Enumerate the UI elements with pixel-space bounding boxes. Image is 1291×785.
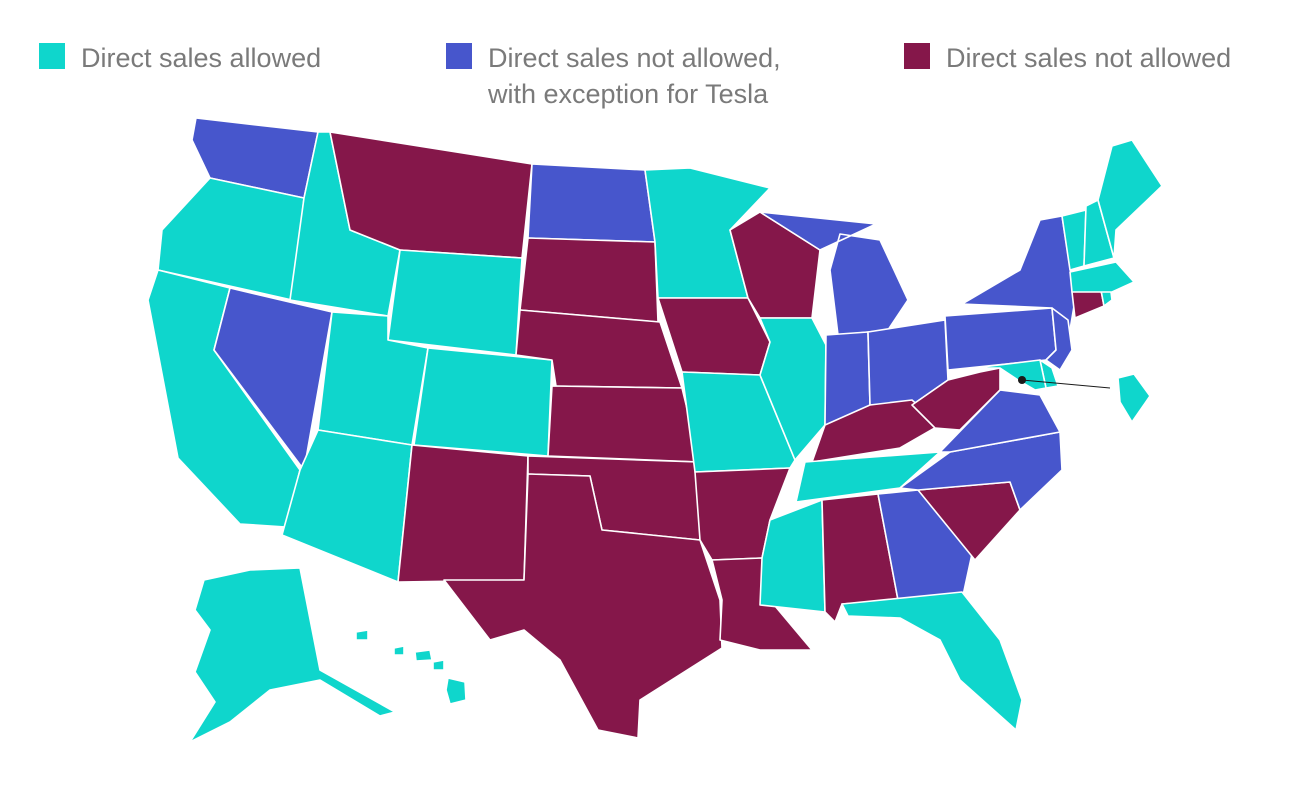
legend-item-not-allowed: Direct sales not allowed bbox=[904, 40, 1231, 76]
dc-callout-dot bbox=[1018, 376, 1026, 384]
state-ak bbox=[189, 567, 396, 743]
state-tx bbox=[443, 473, 723, 739]
state-ma bbox=[1069, 261, 1135, 293]
state-wy bbox=[387, 249, 523, 356]
legend-label-not-allowed: Direct sales not allowed bbox=[946, 43, 1232, 73]
state-ks bbox=[547, 385, 701, 463]
state-az bbox=[281, 429, 413, 583]
state-ia bbox=[657, 297, 771, 376]
state-ga bbox=[877, 489, 976, 601]
state-sd bbox=[519, 237, 659, 323]
legend-item-tesla-exception: Direct sales not allowed, with exception… bbox=[446, 40, 781, 112]
state-or bbox=[157, 177, 305, 301]
legend-label-allowed: Direct sales allowed bbox=[81, 43, 322, 73]
state-co bbox=[413, 347, 553, 457]
state-fl bbox=[841, 591, 1023, 731]
state-nd bbox=[527, 163, 656, 243]
state-il bbox=[759, 317, 827, 461]
state-me bbox=[1097, 139, 1163, 259]
legend-item-allowed: Direct sales allowed bbox=[39, 40, 321, 76]
state-dc bbox=[1117, 373, 1151, 423]
state-wv bbox=[911, 367, 1001, 431]
state-md bbox=[973, 359, 1047, 391]
dc-callout-line bbox=[1021, 379, 1111, 389]
legend-swatch-allowed bbox=[39, 43, 65, 69]
legend-label-tesla-exception: Direct sales not allowed, with exception… bbox=[488, 43, 781, 109]
state-nm bbox=[397, 444, 529, 583]
legend-swatch-not-allowed bbox=[904, 43, 930, 69]
state-nj bbox=[1045, 307, 1073, 371]
state-hi bbox=[355, 629, 467, 705]
state-mo bbox=[681, 371, 796, 473]
state-ms bbox=[759, 499, 826, 613]
legend-swatch-tesla-exception bbox=[446, 43, 472, 69]
